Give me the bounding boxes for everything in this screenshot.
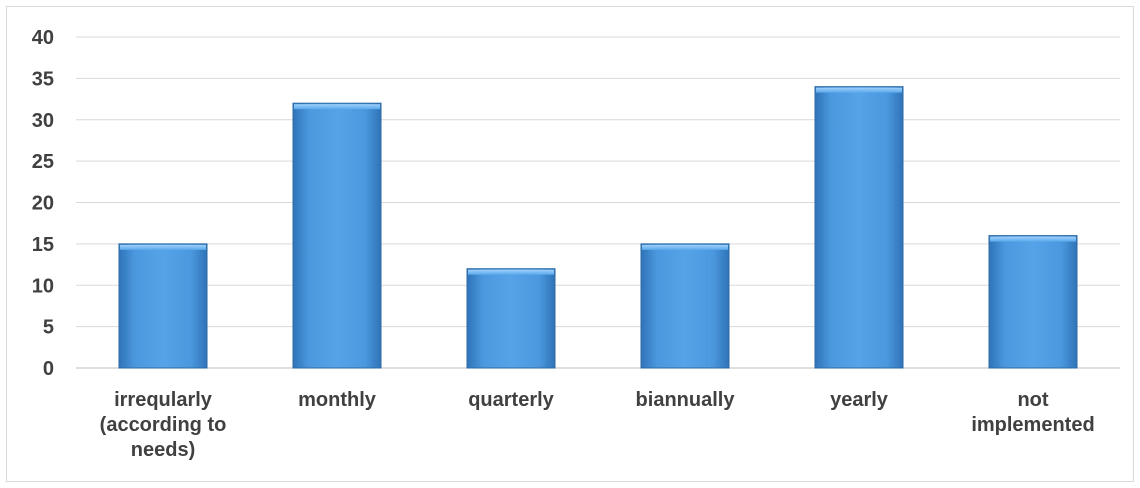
bar xyxy=(292,102,382,369)
y-tick-label: 15 xyxy=(32,234,54,256)
bar-bevel xyxy=(816,87,902,93)
bar-body xyxy=(292,102,382,369)
x-tick-label: biannually xyxy=(636,389,736,411)
bar-body xyxy=(640,243,730,369)
y-tick-label: 40 xyxy=(32,27,54,49)
y-axis-tick-labels: 0 5 10 15 20 25 30 35 40 xyxy=(32,27,54,380)
bar-bevel xyxy=(990,236,1076,242)
bar-bevel xyxy=(642,244,728,250)
x-tick-label: yearly xyxy=(830,389,889,411)
bar xyxy=(466,268,556,369)
bar-body xyxy=(814,86,904,369)
y-tick-label: 20 xyxy=(32,193,54,215)
bar-bevel xyxy=(294,104,380,110)
x-tick-label-line: quarterly xyxy=(468,389,554,411)
bar xyxy=(814,86,904,369)
x-axis-tick-labels: irreqularly (according to needs) monthly qua… xyxy=(100,389,1095,461)
y-tick-label: 5 xyxy=(43,317,54,339)
bar-body xyxy=(118,243,208,369)
x-tick-label: monthly xyxy=(298,389,377,411)
y-tick-label: 10 xyxy=(32,275,54,297)
y-tick-label: 30 xyxy=(32,110,54,132)
bar-bevel xyxy=(468,269,554,275)
chart-frame xyxy=(6,6,1134,482)
bar xyxy=(988,235,1078,369)
bar-bevel xyxy=(120,244,206,250)
x-tick-label-line: biannually xyxy=(636,389,736,411)
bar-body xyxy=(466,268,556,369)
x-tick-label-line: needs) xyxy=(131,439,195,461)
bar xyxy=(118,243,208,369)
x-tick-label-line: implemented xyxy=(971,414,1094,436)
y-tick-label: 0 xyxy=(43,358,54,380)
x-tick-label: irreqularly (according to needs) xyxy=(100,389,227,461)
gridlines xyxy=(76,36,1120,369)
x-tick-label: not implemented xyxy=(971,389,1094,436)
bars xyxy=(118,86,1078,369)
x-tick-label-line: irreqularly xyxy=(114,389,213,411)
x-tick-label: quarterly xyxy=(468,389,554,411)
bar xyxy=(640,243,730,369)
x-tick-label-line: monthly xyxy=(298,389,377,411)
y-tick-label: 35 xyxy=(32,68,54,90)
bar-body xyxy=(988,235,1078,369)
x-tick-label-line: (according to xyxy=(100,414,227,436)
x-tick-label-line: yearly xyxy=(830,389,889,411)
y-tick-label: 25 xyxy=(32,151,54,173)
x-tick-label-line: not xyxy=(1017,389,1048,411)
